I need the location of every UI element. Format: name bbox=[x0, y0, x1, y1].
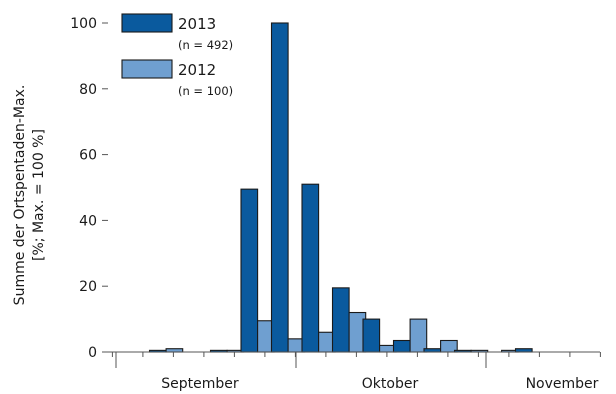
bar-2013-8 bbox=[331, 287, 350, 353]
y-tick-label: 100 bbox=[70, 16, 97, 32]
y-axis-title-line-1: Summe der Ortspentaden-Max. bbox=[12, 85, 28, 306]
y-tick-label: 0 bbox=[88, 345, 97, 361]
bar-2013-5 bbox=[240, 188, 259, 353]
y-tick-label: 40 bbox=[79, 213, 97, 229]
legend-swatch-2013 bbox=[121, 13, 173, 33]
legend-label-2012: 2012 bbox=[178, 61, 216, 79]
y-axis-title-line-2: [%; Max. = 100 %] bbox=[31, 129, 47, 261]
month-label: September bbox=[161, 376, 239, 392]
y-axis-title: Summe der Ortspentaden-Max. [%; Max. = 1… bbox=[12, 85, 47, 306]
legend-label-2013: 2013 bbox=[178, 15, 216, 33]
legend: 2013 (n = 492) 2012 (n = 100) bbox=[121, 13, 233, 98]
bar-2013-10 bbox=[392, 339, 411, 353]
bar-2013-7 bbox=[301, 183, 320, 353]
y-tick-label: 60 bbox=[79, 148, 97, 164]
y-tick-label: 80 bbox=[79, 82, 97, 98]
bar-2013-9 bbox=[362, 318, 381, 353]
legend-note-2012: (n = 100) bbox=[178, 84, 233, 98]
bar-2013-6 bbox=[270, 22, 289, 353]
month-label: November bbox=[526, 376, 599, 392]
month-label: Oktober bbox=[362, 376, 419, 392]
legend-note-2013: (n = 492) bbox=[178, 38, 233, 52]
y-tick-label: 20 bbox=[79, 279, 97, 295]
axes: 0 20 40 60 80 100 September Oktober November bbox=[70, 16, 601, 392]
bar-2012-10 bbox=[409, 318, 428, 353]
legend-swatch-2012 bbox=[121, 59, 173, 79]
